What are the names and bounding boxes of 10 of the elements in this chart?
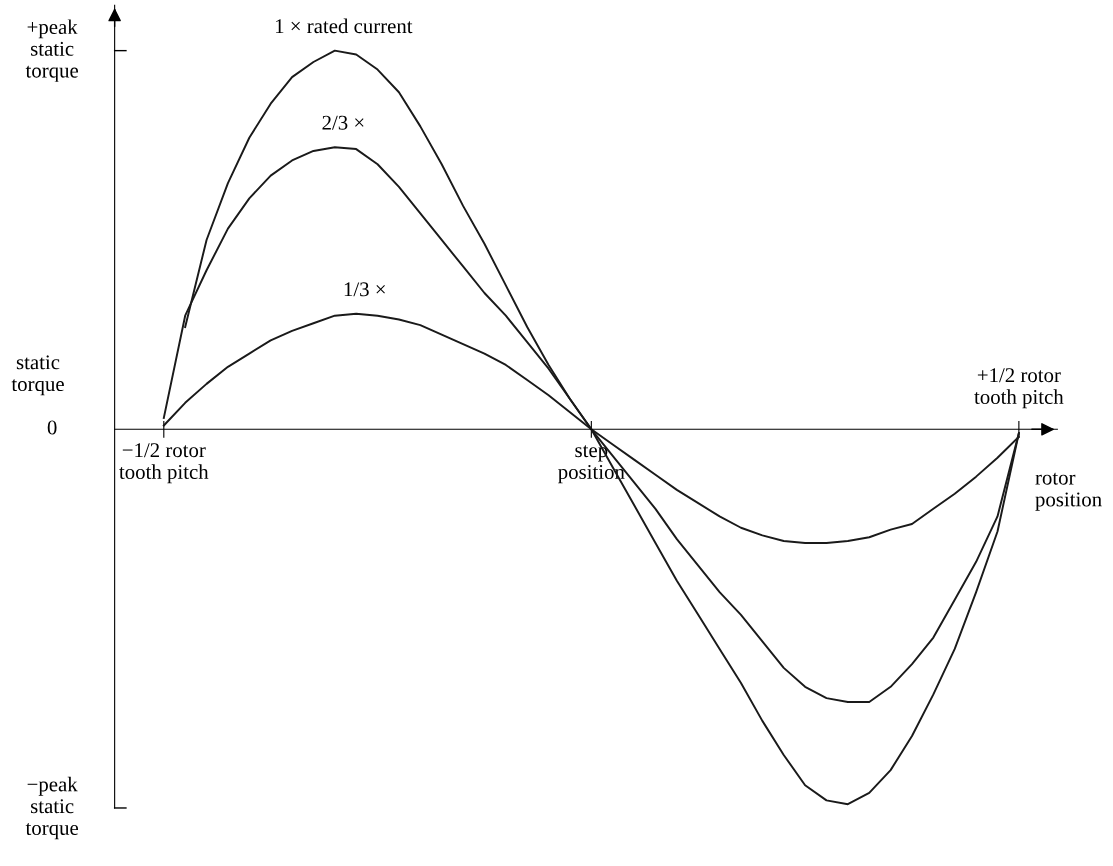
series-label: 1/3 × bbox=[344, 282, 385, 297]
x-tick-label: −1/2 rotor tooth pitch bbox=[119, 443, 209, 484]
text: −peak static torque bbox=[25, 776, 79, 840]
text: +peak static torque bbox=[25, 19, 79, 82]
y-axis-title: static torque bbox=[11, 355, 64, 396]
text: 0 bbox=[47, 420, 57, 435]
series-label: 1 × rated current bbox=[275, 18, 413, 34]
series-label: 2/3 × bbox=[322, 115, 364, 130]
x-axis-title: rotor position bbox=[1035, 472, 1102, 511]
x-tick-label: +1/2 rotor tooth pitch bbox=[974, 368, 1064, 409]
